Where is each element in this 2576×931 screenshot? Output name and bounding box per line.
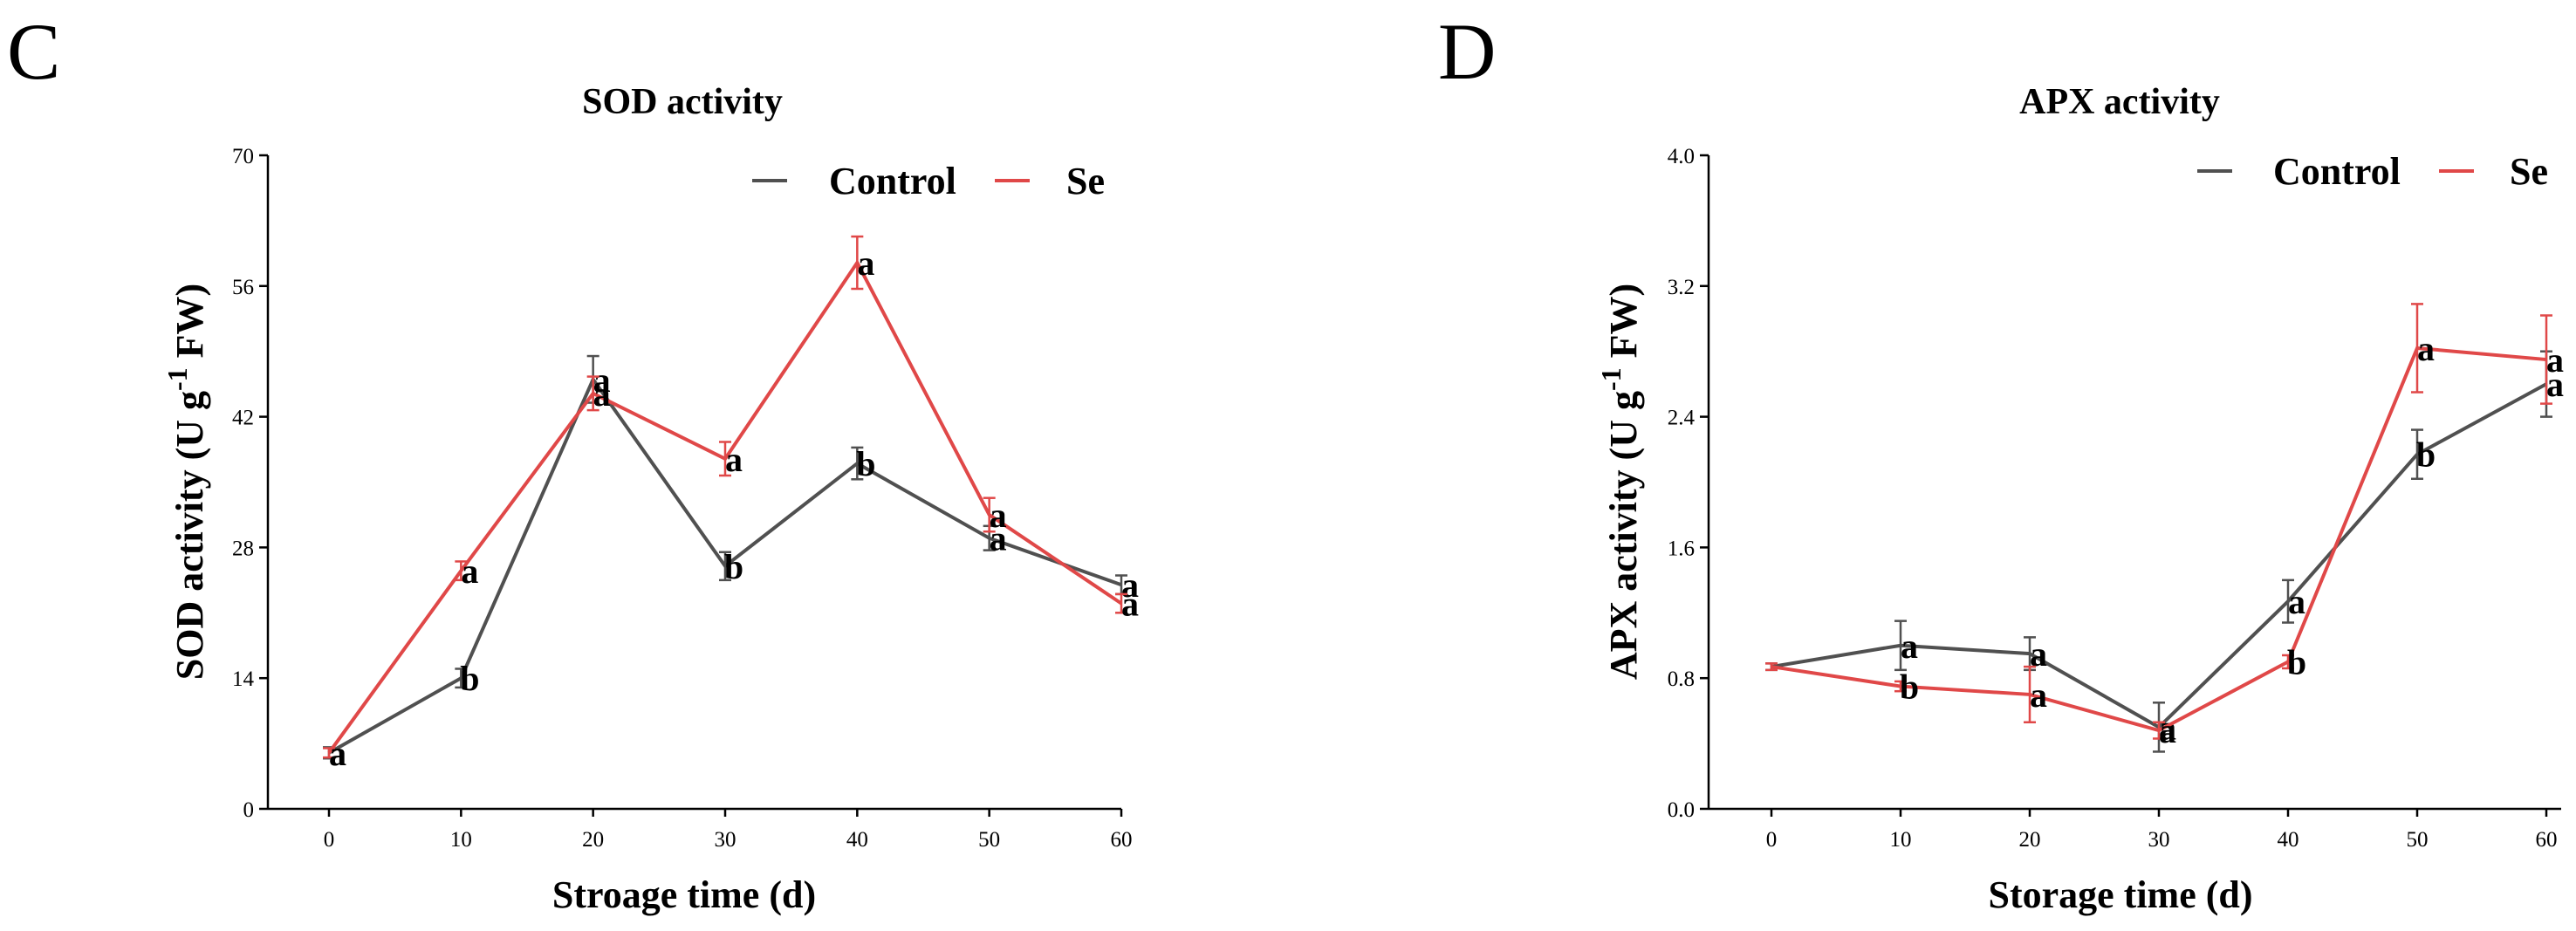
- se-significance-label: a: [329, 734, 346, 773]
- y-tick-label: 42: [232, 407, 254, 430]
- se-significance-label: a: [461, 551, 478, 591]
- se-significance-label: a: [2159, 711, 2176, 750]
- sod-legend: Control Se: [752, 160, 1105, 202]
- y-tick-label: 70: [232, 145, 254, 168]
- control-significance-label: b: [724, 547, 743, 586]
- control-line: [328, 375, 1122, 755]
- legend-control-label: Control: [829, 160, 956, 202]
- legend-se-label: Se: [2510, 150, 2548, 193]
- y-tick-label: 0.8: [1668, 667, 1695, 691]
- x-tick-label: 60: [2536, 828, 2558, 852]
- se-significance-label: a: [990, 496, 1007, 535]
- control-significance-label: b: [856, 444, 875, 483]
- x-tick-label: 10: [1890, 828, 1912, 852]
- x-tick-label: 20: [2019, 828, 2041, 852]
- se-significance-label: a: [2546, 340, 2564, 380]
- se-significance-label: a: [2417, 329, 2435, 368]
- panel-letter-c: C: [7, 7, 60, 96]
- sod-x-axis-title: Stroage time (d): [552, 873, 816, 916]
- y-tick-label: 0: [243, 798, 255, 822]
- control-significance-label: a: [2546, 365, 2564, 404]
- y-tick-label: 0.0: [1668, 798, 1695, 822]
- x-tick-label: 0: [324, 828, 335, 852]
- se-significance-label: a: [1121, 585, 1139, 624]
- legend-se-label: Se: [1066, 160, 1105, 202]
- panel-letter-d: D: [1438, 7, 1496, 96]
- apx-y-axis-title: APX activity (U g-1 FW): [1595, 284, 1645, 680]
- x-tick-label: 10: [450, 828, 472, 852]
- control-significance-label: a: [2288, 582, 2305, 621]
- x-tick-label: 40: [846, 828, 868, 852]
- x-tick-label: 50: [978, 828, 1000, 852]
- apx-legend: Control Se: [2197, 150, 2548, 193]
- control-significance-label: a: [329, 734, 346, 773]
- y-tick-label: 14: [232, 667, 255, 691]
- sod-y-axis-title: SOD activity (U g-1 FW): [161, 284, 211, 680]
- se-significance-label: a: [857, 243, 874, 283]
- control-significance-label: a: [1901, 626, 1918, 666]
- y-tick-label: 1.6: [1668, 537, 1695, 560]
- apx-x-axis-title: Storage time (d): [1988, 873, 2252, 916]
- control-significance-label: a: [990, 519, 1007, 558]
- apx-ticks: 0.0 0.8 1.6 2.4 3.2 4.0 0 10 20 30 40 50 60: [1668, 145, 2558, 852]
- apx-chart-title: APX activity: [2019, 82, 2220, 122]
- x-tick-label: 20: [582, 828, 604, 852]
- sod-chart-title: SOD activity: [582, 82, 783, 122]
- se-significance-label: a: [593, 374, 611, 414]
- y-tick-label: 56: [232, 276, 254, 299]
- x-tick-label: 40: [2278, 828, 2299, 852]
- control-significance-label: a: [593, 360, 611, 400]
- se-line: [327, 259, 1123, 754]
- x-tick-label: 30: [2148, 828, 2170, 852]
- control-significance-label: b: [460, 659, 479, 698]
- se-significance-label: b: [1900, 667, 1919, 707]
- sod-ticks: 0 14 28 42 56 70 0 10 20 30 40 50 60: [232, 145, 1133, 852]
- x-tick-label: 30: [715, 828, 736, 852]
- se-line: [1771, 346, 2547, 733]
- se-significance-label: b: [2287, 642, 2306, 681]
- y-tick-label: 3.2: [1668, 276, 1695, 299]
- control-significance-label: b: [2416, 435, 2436, 475]
- control-significance-label: a: [2030, 634, 2047, 674]
- y-tick-label: 28: [232, 537, 254, 560]
- x-tick-label: 50: [2407, 828, 2429, 852]
- se-significance-label: a: [725, 440, 743, 479]
- apx-chart-panel: D APX activity 0.0 0.8 1.6 2.4 3.2 4.0 0 10 20 30…: [1438, 7, 2564, 916]
- y-tick-label: 4.0: [1668, 145, 1695, 168]
- y-tick-label: 2.4: [1668, 407, 1696, 430]
- legend-control-label: Control: [2273, 150, 2401, 193]
- se-significance-label: a: [2030, 675, 2047, 715]
- x-tick-label: 0: [1766, 828, 1778, 852]
- x-tick-label: 60: [1111, 828, 1133, 852]
